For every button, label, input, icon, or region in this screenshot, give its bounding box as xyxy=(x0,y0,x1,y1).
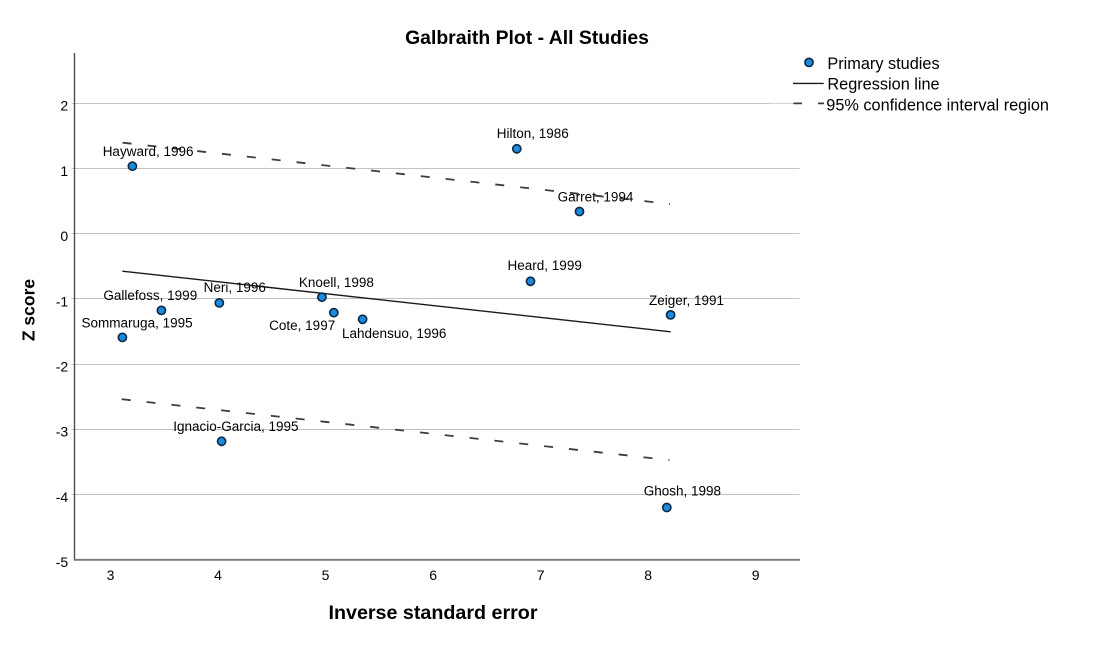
svg-text:95% confidence interval region: 95% confidence interval region xyxy=(826,97,1049,115)
svg-text:0: 0 xyxy=(60,228,68,244)
svg-text:Knoell, 1998: Knoell, 1998 xyxy=(299,275,374,290)
svg-text:7: 7 xyxy=(537,567,545,583)
svg-text:Zeiger, 1991: Zeiger, 1991 xyxy=(649,293,724,308)
svg-text:Primary studies: Primary studies xyxy=(827,55,939,73)
svg-text:Ghosh, 1998: Ghosh, 1998 xyxy=(644,483,721,498)
svg-text:8: 8 xyxy=(644,567,652,583)
svg-text:6: 6 xyxy=(429,567,437,583)
svg-text:Cote, 1997: Cote, 1997 xyxy=(269,318,335,333)
svg-text:Ignacio-Garcia, 1995: Ignacio-Garcia, 1995 xyxy=(173,419,298,434)
svg-text:Galbraith Plot - All Studies: Galbraith Plot - All Studies xyxy=(405,27,649,49)
svg-text:Neri, 1996: Neri, 1996 xyxy=(204,280,266,295)
svg-text:Hilton, 1986: Hilton, 1986 xyxy=(497,126,569,141)
svg-text:-2: -2 xyxy=(56,359,69,375)
svg-text:2: 2 xyxy=(60,98,68,114)
svg-text:-3: -3 xyxy=(56,424,69,440)
svg-text:1: 1 xyxy=(60,163,68,179)
svg-text:Gallefoss, 1999: Gallefoss, 1999 xyxy=(103,288,197,303)
svg-text:Sommaruga, 1995: Sommaruga, 1995 xyxy=(82,315,193,330)
svg-text:-5: -5 xyxy=(56,554,69,570)
svg-text:Heard, 1999: Heard, 1999 xyxy=(508,258,582,273)
svg-text:4: 4 xyxy=(214,567,222,583)
svg-text:Regression line: Regression line xyxy=(827,75,939,93)
svg-text:3: 3 xyxy=(107,567,115,583)
svg-text:5: 5 xyxy=(322,567,330,583)
svg-text:Hayward, 1996: Hayward, 1996 xyxy=(103,144,194,159)
svg-text:Inverse standard error: Inverse standard error xyxy=(329,602,538,624)
svg-text:-1: -1 xyxy=(56,293,69,309)
svg-text:Lahdensuo, 1996: Lahdensuo, 1996 xyxy=(342,326,446,341)
svg-text:Garret, 1994: Garret, 1994 xyxy=(558,189,634,204)
svg-text:Z score: Z score xyxy=(18,279,38,342)
svg-text:-4: -4 xyxy=(56,489,69,505)
svg-text:9: 9 xyxy=(752,567,760,583)
